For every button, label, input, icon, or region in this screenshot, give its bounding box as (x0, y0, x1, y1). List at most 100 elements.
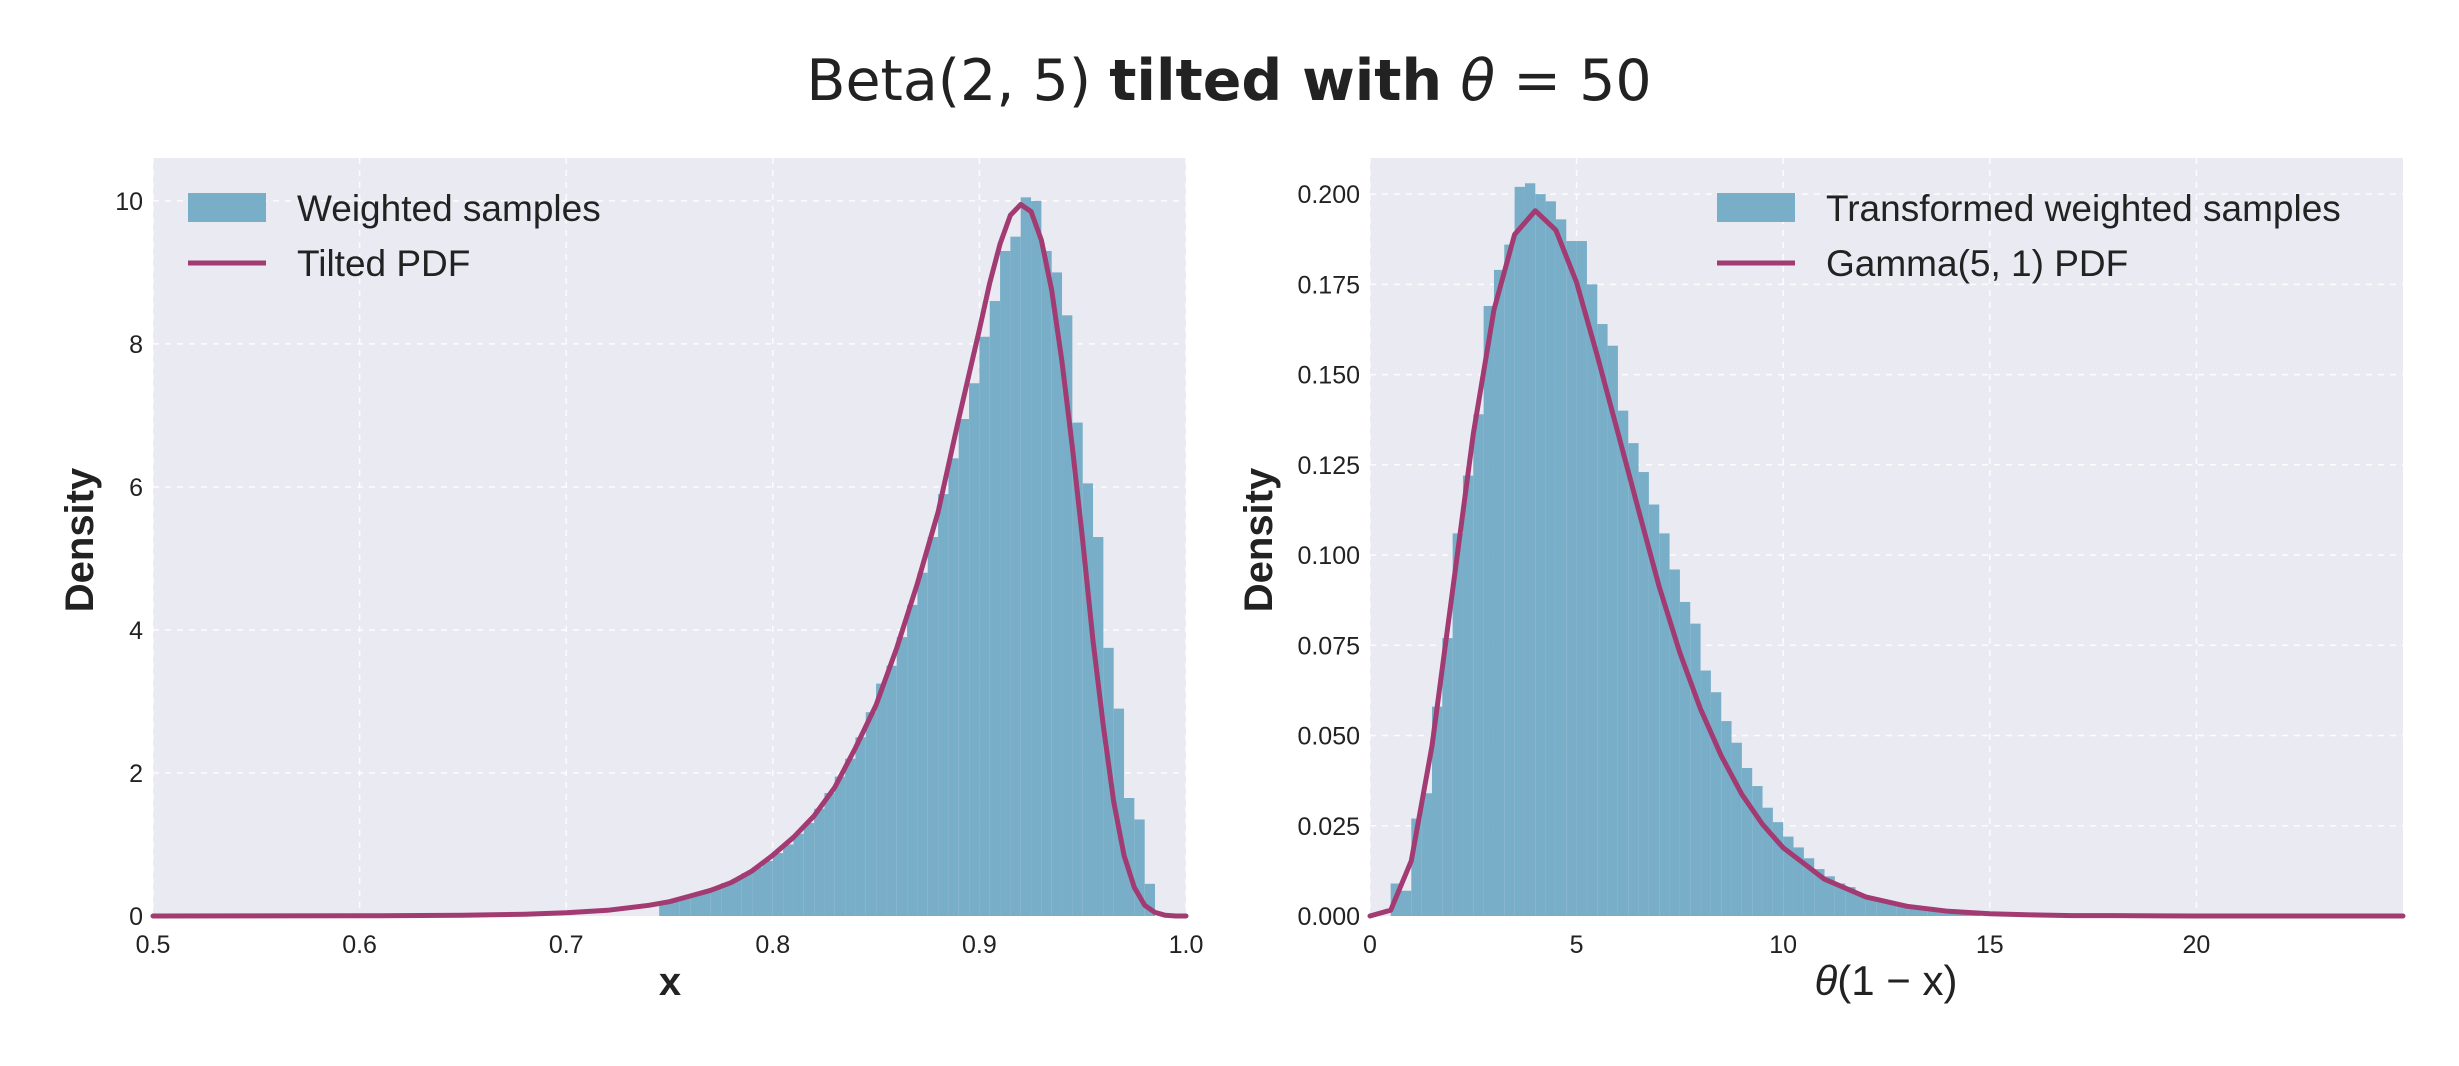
right-xlabel-rest: (1 − x) (1837, 957, 1957, 1004)
title-bold: tilted with (1109, 48, 1442, 114)
left-x-ticks: 0.5 0.6 0.7 0.8 0.9 1.0 (136, 931, 1204, 959)
histogram-bar (783, 844, 794, 916)
pdf-line (1367, 208, 2406, 919)
histogram-bar (1041, 250, 1052, 916)
histogram-bar (865, 712, 877, 916)
x-tick-label: 5 (1570, 931, 1584, 959)
histogram-bar (1700, 670, 1711, 916)
histogram-bar (1113, 708, 1125, 916)
left-y-axis-label: Density (58, 467, 102, 612)
histogram-bar (1134, 819, 1145, 916)
histogram-bar (1493, 269, 1505, 916)
histogram-bar (1783, 836, 1794, 916)
histogram-bar (1855, 894, 1866, 916)
histogram-bar (1093, 537, 1104, 916)
histogram-bar (1710, 692, 1722, 916)
y-tick-label: 0.125 (1297, 452, 1360, 480)
legend-line-label: Tilted PDF (297, 243, 470, 284)
histogram-bar (1865, 897, 1877, 916)
left-chart-panel: 0.5 0.6 0.7 0.8 0.9 1.0 0 2 4 6 8 10 x Density Wei… (58, 158, 1203, 1004)
histogram-bar (989, 301, 1001, 916)
x-tick-label: 0.8 (755, 931, 790, 959)
histogram-bar (1442, 638, 1453, 916)
histogram-bar (1400, 890, 1412, 916)
histogram-bar (1452, 533, 1463, 916)
histogram-bar (762, 860, 773, 916)
histogram-bar (1679, 601, 1691, 916)
histogram-bar (814, 808, 825, 916)
x-tick-label: 0.6 (342, 931, 377, 959)
histogram-bar (1431, 706, 1443, 916)
histogram-bar (1473, 414, 1484, 916)
left-y-ticks: 0 2 4 6 8 10 (115, 188, 143, 931)
histogram-bar (1144, 883, 1156, 916)
y-tick-label: 0.200 (1297, 181, 1360, 209)
title-theta-value: = 50 (1495, 48, 1652, 114)
histogram-bar (834, 776, 846, 916)
histogram-bar (938, 494, 949, 916)
right-y-ticks: 0.000 0.025 0.050 0.075 0.100 0.125 0.150 0.175… (1297, 181, 1360, 931)
histogram-bar (1741, 768, 1753, 916)
histogram-bar (1793, 847, 1804, 916)
y-tick-label: 4 (129, 617, 143, 645)
histogram-bar (927, 537, 939, 916)
right-y-axis-label: Density (1237, 467, 1281, 612)
x-tick-label: 15 (1976, 931, 2004, 959)
y-tick-label: 6 (129, 474, 143, 502)
histogram-bar (824, 793, 835, 916)
title-prefix: Beta(2, 5) (806, 48, 1091, 114)
histogram-bar (1628, 443, 1639, 916)
right-pdf-line-group (1367, 208, 2406, 919)
histogram-bar (1597, 324, 1608, 916)
x-tick-label: 1.0 (1169, 931, 1204, 959)
histogram-bar (1907, 906, 1918, 916)
y-tick-label: 0.075 (1297, 632, 1360, 660)
right-legend: Transformed weighted samples Gamma(5, 1)… (1717, 188, 2341, 284)
histogram-bar (1948, 912, 1959, 916)
histogram-bar (1483, 305, 1494, 916)
histogram-bar (917, 572, 928, 916)
right-histogram (1390, 183, 1980, 917)
histogram-bar (886, 665, 897, 916)
y-tick-label: 10 (115, 188, 143, 216)
histogram-bar (1814, 869, 1825, 916)
histogram-bar (1062, 315, 1073, 916)
histogram-bar (969, 383, 980, 916)
left-histogram (659, 197, 1156, 917)
histogram-bar (1010, 236, 1021, 916)
x-tick-label: 0.9 (962, 931, 997, 959)
right-x-axis-label: θ(1 − x) (1815, 957, 1958, 1004)
histogram-bar (907, 604, 918, 916)
left-x-axis-label: x (659, 960, 681, 1004)
histogram-bar (1659, 533, 1670, 916)
histogram-bar (1731, 742, 1742, 916)
histogram-bar (1576, 241, 1587, 916)
histogram-bar (948, 458, 959, 916)
histogram-bar (710, 887, 722, 916)
histogram-bar (845, 758, 856, 916)
histogram-bar (1803, 858, 1815, 916)
histogram-bar (896, 637, 908, 916)
histogram-bar (1566, 241, 1577, 916)
histogram-bar (1072, 422, 1083, 916)
histogram-bar (1421, 793, 1432, 916)
y-tick-label: 8 (129, 331, 143, 359)
left-legend: Weighted samples Tilted PDF (188, 188, 601, 284)
histogram-bar (679, 896, 691, 916)
histogram-bar (855, 737, 866, 916)
legend-bar-label: Transformed weighted samples (1826, 188, 2341, 229)
x-tick-label: 10 (1769, 931, 1797, 959)
histogram-bar (1669, 569, 1680, 916)
y-tick-label: 0.000 (1297, 903, 1360, 931)
histogram-bar (1648, 504, 1660, 916)
histogram-bar (1824, 876, 1835, 916)
y-tick-label: 0.150 (1297, 362, 1360, 390)
y-tick-label: 0.025 (1297, 813, 1360, 841)
histogram-bar (1845, 887, 1856, 916)
y-tick-label: 0 (129, 903, 143, 931)
histogram-bar (1886, 903, 1897, 916)
x-tick-label: 0.7 (549, 931, 584, 959)
x-tick-label: 0 (1363, 931, 1377, 959)
histogram-bar (1917, 908, 1928, 916)
histogram-bar (1124, 798, 1135, 916)
